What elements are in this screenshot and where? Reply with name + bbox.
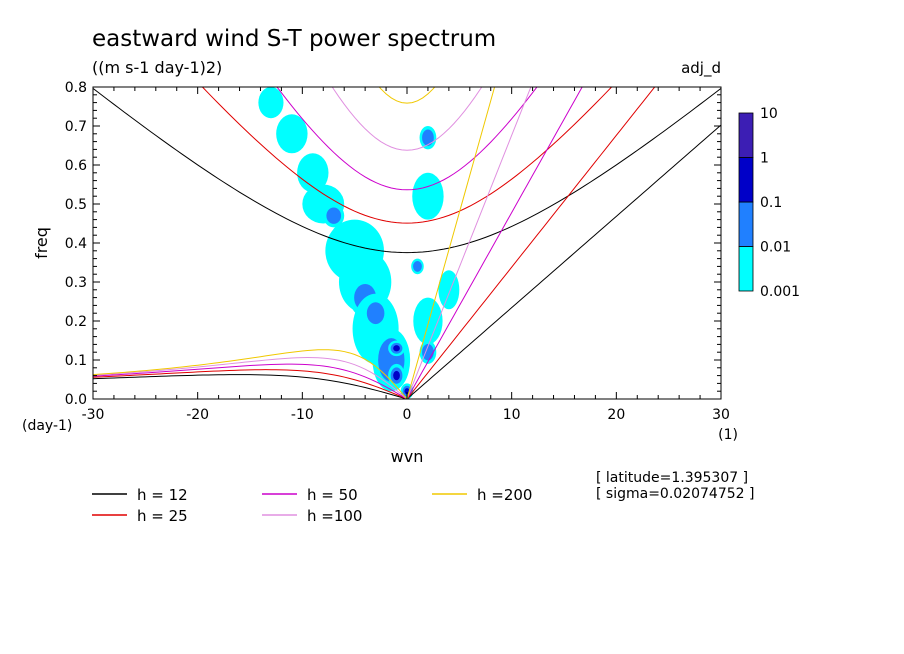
kelvin-curve-h100 [406, 87, 532, 399]
colorbar-swatch [738, 201, 754, 247]
rossby-curve-h25 [93, 369, 408, 399]
gravity-curve-h100 [331, 87, 483, 151]
y-tick-label: 0.7 [65, 119, 87, 135]
legend-label-h25: h = 25 [137, 507, 188, 525]
x-tick-label: 0 [403, 407, 412, 423]
x-tick-label: 30 [712, 407, 730, 423]
y-tick-label: 0.3 [65, 275, 87, 291]
y-axis-label: freq [32, 227, 51, 259]
colorbar-swatch [738, 157, 754, 203]
y-tick-label: 0.2 [65, 314, 87, 330]
rossby-curve-h100 [93, 357, 408, 399]
colorbar-label: 0.001 [760, 284, 800, 300]
y-tick-label: 0.1 [65, 353, 87, 369]
legend-label-h50: h = 50 [307, 486, 358, 504]
x-tick-label: -30 [82, 407, 105, 423]
x-axis: -30 -20 -10 0 10 20 30 [82, 87, 730, 423]
colorbar-label: 10 [760, 106, 778, 122]
rossby-curve-h50 [93, 363, 408, 399]
plot-area [93, 87, 721, 399]
power-cell-1-level-0 [276, 114, 308, 154]
kelvin-curve-h50 [406, 87, 583, 399]
y-tick-label: 0.4 [65, 236, 87, 252]
legend-label-h200: h =200 [477, 486, 532, 504]
y-tick-label: 0.8 [65, 80, 87, 96]
legend-label-h100: h =100 [307, 507, 362, 525]
gravity-curve-h50 [276, 87, 538, 191]
run-label: adj_d [681, 59, 721, 78]
x-tick-label: 20 [607, 407, 625, 423]
x-axis-label: wvn [391, 447, 424, 466]
gravity-curve-h25 [201, 87, 613, 224]
power-cell-12-level-2 [393, 345, 400, 352]
colorbar-label: 1 [760, 151, 769, 167]
kelvin-curve-h25 [406, 87, 656, 399]
rossby-curve-h12 [93, 374, 408, 399]
colorbar: 0.001 0.01 0.1 1 10 [738, 106, 800, 300]
y-unit-label: (day-1) [22, 418, 72, 434]
power-cell-16-level-0 [412, 172, 444, 220]
gravity-curve-h200 [378, 87, 436, 104]
legend-label-h12: h = 12 [137, 486, 188, 504]
colorbar-label: 0.1 [760, 195, 782, 211]
colorbar-label: 0.01 [760, 240, 791, 256]
y-axis: 0.0 0.1 0.2 0.3 0.4 0.5 0.6 0.7 0.8 [65, 80, 721, 408]
kelvin-curve-h12 [406, 124, 721, 399]
power-cell-18-level-0 [413, 297, 443, 345]
sigma-annotation: [ sigma=0.02074752 ] [596, 486, 754, 502]
colorbar-swatch [738, 246, 754, 292]
x-tick-label: -20 [186, 407, 209, 423]
chart-title: eastward wind S-T power spectrum [92, 26, 496, 52]
chart-units: ((m s-1 day-1)2) [92, 58, 222, 77]
rossby-curve-h200 [93, 349, 408, 399]
power-cell-15-level-1 [422, 129, 434, 146]
dispersion-curves [93, 87, 721, 399]
y-tick-label: 0.0 [65, 392, 87, 408]
power-cell-17-level-1 [413, 260, 422, 272]
legend: h = 12 h = 25 h = 50 h =100 h =200 [92, 486, 532, 525]
power-cell-2-level-0 [297, 153, 329, 193]
y-tick-label: 0.5 [65, 197, 87, 213]
latitude-annotation: [ latitude=1.395307 ] [596, 470, 748, 486]
x-tick-label: -10 [291, 407, 314, 423]
x-tick-label: 10 [503, 407, 521, 423]
y-tick-label: 0.6 [65, 158, 87, 174]
power-cell-13-level-2 [393, 370, 400, 381]
colorbar-swatch [738, 112, 754, 158]
power-cell-4-level-1 [326, 207, 342, 224]
x-unit-label: (1) [718, 427, 738, 443]
kelvin-curve-h200 [406, 87, 496, 399]
power-cell-10-level-1 [366, 302, 385, 325]
power-cell-0-level-0 [258, 87, 284, 119]
gravity-curve-h12 [93, 87, 721, 254]
